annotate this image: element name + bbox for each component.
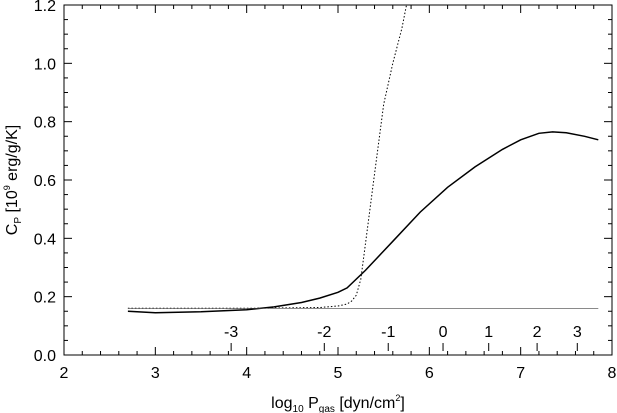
series-layer (127, 4, 599, 314)
x-tick-label: 2 (60, 365, 69, 382)
series-solid-line (127, 131, 599, 314)
x-tick-label: 4 (242, 365, 251, 382)
y-tick-label: 0.4 (34, 231, 56, 248)
x-axis-title: log10 Pgas [dyn/cm2] (271, 393, 405, 413)
secondary-axis: -3 -2 -1 0 1 2 3 (224, 324, 582, 351)
axis-ticks (63, 4, 613, 356)
tick-labels: 2 3 4 5 6 7 8 0.0 0.2 0.4 0.6 0.8 1.0 1.2 (34, 0, 617, 382)
x-tick-label: 5 (334, 365, 343, 382)
x-tick-label: 3 (151, 365, 160, 382)
secondary-tick-label: -1 (381, 324, 395, 341)
plot-frame (63, 4, 613, 356)
y-tick-label: 0.6 (34, 173, 56, 190)
secondary-tick-label: -3 (224, 324, 238, 341)
x-tick-label: 8 (608, 365, 617, 382)
x-tick-label: 6 (425, 365, 434, 382)
y-tick-label: 0.0 (34, 348, 56, 365)
secondary-tick-label: 3 (573, 324, 582, 341)
y-tick-label: 0.8 (34, 115, 56, 132)
secondary-tick-label: 1 (484, 324, 493, 341)
y-tick-label: 1.2 (34, 0, 56, 15)
y-tick-label: 1.0 (34, 56, 56, 73)
y-tick-label: 0.2 (34, 290, 56, 307)
series-dotted-line (127, 4, 407, 309)
secondary-tick-label: 2 (533, 324, 542, 341)
secondary-tick-label: 0 (439, 324, 448, 341)
y-axis-title: CP [109 erg/g/K] (2, 125, 24, 235)
secondary-tick-label: -2 (317, 324, 331, 341)
x-tick-label: 7 (516, 365, 525, 382)
